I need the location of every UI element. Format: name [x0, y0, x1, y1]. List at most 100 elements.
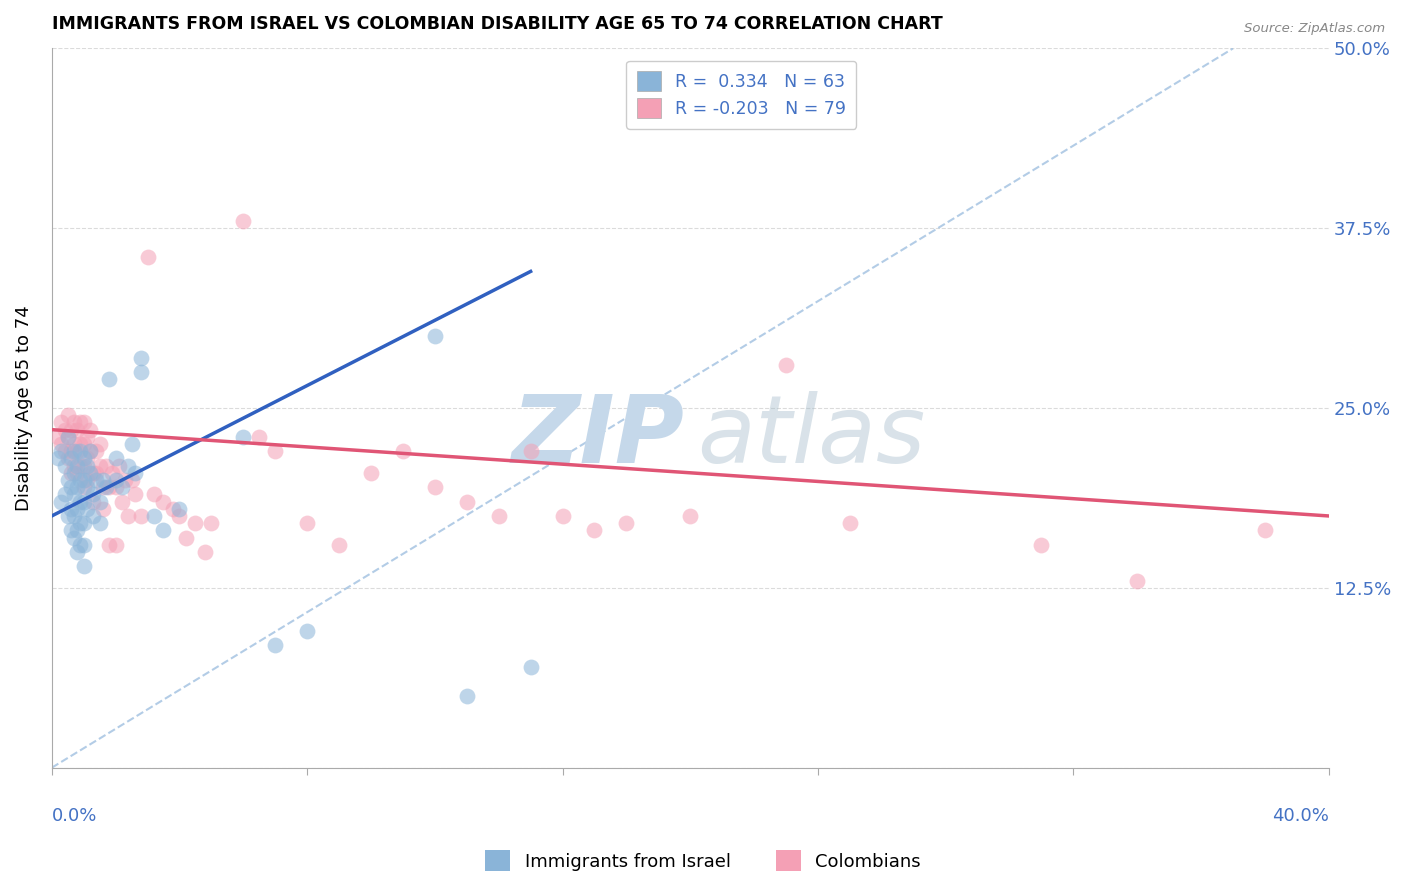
Point — [59, 451, 82, 466]
Point — [59, 501, 82, 516]
Point — [94, 458, 117, 473]
Point — [73, 516, 96, 530]
Point — [69, 458, 91, 473]
Point — [114, 473, 136, 487]
Point — [488, 508, 510, 523]
Point — [59, 480, 82, 494]
Point — [66, 524, 89, 538]
Point — [264, 639, 287, 653]
Point — [89, 494, 111, 508]
Point — [94, 480, 117, 494]
Point — [551, 508, 574, 523]
Point — [82, 508, 104, 523]
Point — [174, 531, 197, 545]
Point — [142, 487, 165, 501]
Point — [79, 466, 101, 480]
Point — [73, 458, 96, 473]
Point — [295, 516, 318, 530]
Point — [76, 480, 98, 494]
Point — [53, 423, 76, 437]
Point — [1031, 538, 1053, 552]
Point — [124, 466, 146, 480]
Legend: R =  0.334   N = 63, R = -0.203   N = 79: R = 0.334 N = 63, R = -0.203 N = 79 — [626, 61, 856, 128]
Point — [76, 501, 98, 516]
Point — [56, 409, 79, 423]
Point — [86, 444, 108, 458]
Point — [82, 466, 104, 480]
Point — [104, 538, 127, 552]
Point — [86, 466, 108, 480]
Point — [76, 430, 98, 444]
Point — [59, 524, 82, 538]
Point — [194, 545, 217, 559]
Point — [53, 444, 76, 458]
Point — [98, 480, 121, 494]
Point — [232, 430, 254, 444]
Text: 0.0%: 0.0% — [52, 807, 97, 825]
Point — [73, 559, 96, 574]
Point — [775, 358, 797, 372]
Point — [66, 545, 89, 559]
Point — [456, 494, 478, 508]
Point — [104, 451, 127, 466]
Point — [519, 660, 541, 674]
Text: IMMIGRANTS FROM ISRAEL VS COLOMBIAN DISABILITY AGE 65 TO 74 CORRELATION CHART: IMMIGRANTS FROM ISRAEL VS COLOMBIAN DISA… — [52, 15, 942, 33]
Point — [66, 501, 89, 516]
Point — [89, 437, 111, 451]
Point — [264, 444, 287, 458]
Point — [89, 458, 111, 473]
Point — [169, 508, 191, 523]
Point — [63, 531, 86, 545]
Point — [69, 416, 91, 430]
Point — [124, 487, 146, 501]
Point — [152, 494, 174, 508]
Text: ZIP: ZIP — [510, 391, 683, 483]
Point — [63, 466, 86, 480]
Point — [59, 444, 82, 458]
Point — [101, 466, 124, 480]
Point — [69, 516, 91, 530]
Point — [583, 524, 606, 538]
Point — [76, 458, 98, 473]
Point — [1126, 574, 1149, 588]
Point — [247, 430, 270, 444]
Point — [169, 501, 191, 516]
Point — [73, 437, 96, 451]
Point — [76, 473, 98, 487]
Legend: Immigrants from Israel, Colombians: Immigrants from Israel, Colombians — [478, 843, 928, 879]
Point — [616, 516, 638, 530]
Point — [63, 437, 86, 451]
Point — [79, 444, 101, 458]
Point — [56, 451, 79, 466]
Point — [59, 466, 82, 480]
Point — [162, 501, 184, 516]
Point — [56, 430, 79, 444]
Point — [129, 508, 152, 523]
Point — [117, 508, 139, 523]
Point — [392, 444, 415, 458]
Point — [66, 480, 89, 494]
Point — [73, 416, 96, 430]
Point — [117, 458, 139, 473]
Point — [184, 516, 207, 530]
Point — [104, 473, 127, 487]
Point — [136, 250, 159, 264]
Point — [73, 494, 96, 508]
Text: 40.0%: 40.0% — [1272, 807, 1329, 825]
Point — [51, 444, 73, 458]
Point — [66, 466, 89, 480]
Point — [152, 524, 174, 538]
Point — [82, 487, 104, 501]
Point — [104, 480, 127, 494]
Point — [51, 494, 73, 508]
Point — [121, 437, 143, 451]
Point — [53, 458, 76, 473]
Point — [679, 508, 702, 523]
Point — [129, 365, 152, 379]
Point — [69, 494, 91, 508]
Point — [73, 451, 96, 466]
Point — [66, 444, 89, 458]
Point — [46, 430, 69, 444]
Point — [69, 437, 91, 451]
Point — [86, 473, 108, 487]
